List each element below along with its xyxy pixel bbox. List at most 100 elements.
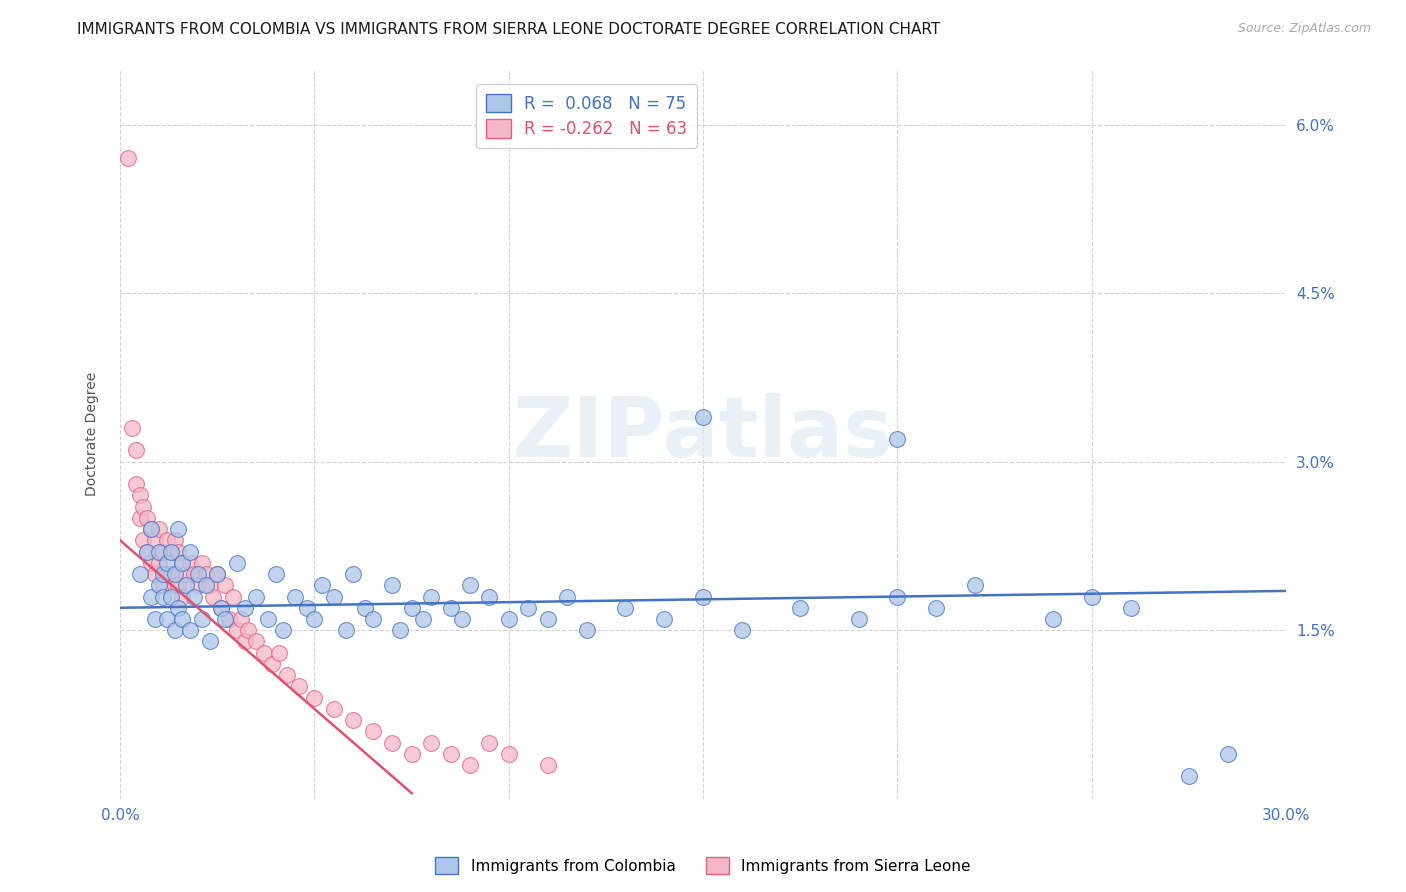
- Point: [692, 409, 714, 424]
- Point: [412, 612, 434, 626]
- Point: [233, 634, 256, 648]
- Point: [121, 421, 143, 435]
- Point: [311, 578, 333, 592]
- Point: [222, 590, 245, 604]
- Point: [652, 612, 675, 626]
- Point: [245, 590, 267, 604]
- Text: ZIPatlas: ZIPatlas: [513, 393, 894, 475]
- Point: [537, 758, 560, 772]
- Point: [148, 522, 170, 536]
- Point: [163, 567, 186, 582]
- Point: [148, 544, 170, 558]
- Point: [125, 477, 148, 491]
- Point: [537, 612, 560, 626]
- Point: [179, 544, 201, 558]
- Point: [575, 624, 598, 638]
- Point: [163, 578, 186, 592]
- Point: [692, 590, 714, 604]
- Point: [159, 544, 181, 558]
- Point: [335, 624, 357, 638]
- Point: [420, 735, 443, 749]
- Point: [1119, 600, 1142, 615]
- Point: [202, 590, 225, 604]
- Point: [132, 533, 155, 548]
- Point: [141, 522, 163, 536]
- Point: [117, 152, 139, 166]
- Point: [789, 600, 811, 615]
- Point: [183, 590, 205, 604]
- Point: [225, 624, 247, 638]
- Point: [214, 612, 236, 626]
- Point: [361, 612, 384, 626]
- Text: Source: ZipAtlas.com: Source: ZipAtlas.com: [1237, 22, 1371, 36]
- Point: [925, 600, 948, 615]
- Point: [179, 556, 201, 570]
- Point: [401, 600, 423, 615]
- Point: [141, 556, 163, 570]
- Point: [614, 600, 637, 615]
- Point: [458, 578, 481, 592]
- Point: [273, 624, 295, 638]
- Point: [342, 567, 364, 582]
- Point: [156, 567, 179, 582]
- Point: [381, 578, 404, 592]
- Point: [132, 500, 155, 514]
- Y-axis label: Doctorate Degree: Doctorate Degree: [86, 371, 100, 496]
- Point: [304, 612, 326, 626]
- Point: [167, 522, 190, 536]
- Point: [848, 612, 870, 626]
- Point: [190, 556, 212, 570]
- Point: [152, 578, 174, 592]
- Point: [214, 578, 236, 592]
- Point: [125, 443, 148, 458]
- Text: IMMIGRANTS FROM COLOMBIA VS IMMIGRANTS FROM SIERRA LEONE DOCTORATE DEGREE CORREL: IMMIGRANTS FROM COLOMBIA VS IMMIGRANTS F…: [77, 22, 941, 37]
- Point: [163, 533, 186, 548]
- Point: [361, 724, 384, 739]
- Point: [233, 600, 256, 615]
- Point: [187, 567, 209, 582]
- Point: [159, 590, 181, 604]
- Point: [152, 567, 174, 582]
- Point: [295, 600, 318, 615]
- Point: [174, 567, 197, 582]
- Point: [498, 612, 520, 626]
- Point: [156, 533, 179, 548]
- Point: [172, 556, 194, 570]
- Point: [253, 646, 276, 660]
- Point: [187, 578, 209, 592]
- Point: [167, 578, 190, 592]
- Point: [209, 600, 232, 615]
- Point: [1178, 769, 1201, 783]
- Point: [172, 556, 194, 570]
- Point: [1042, 612, 1064, 626]
- Point: [159, 567, 181, 582]
- Legend: Immigrants from Colombia, Immigrants from Sierra Leone: Immigrants from Colombia, Immigrants fro…: [429, 851, 977, 880]
- Point: [458, 758, 481, 772]
- Point: [141, 590, 163, 604]
- Point: [1081, 590, 1104, 604]
- Point: [555, 590, 578, 604]
- Point: [288, 680, 311, 694]
- Point: [245, 634, 267, 648]
- Point: [128, 488, 150, 502]
- Point: [269, 646, 291, 660]
- Point: [143, 533, 166, 548]
- Point: [209, 600, 232, 615]
- Point: [451, 612, 474, 626]
- Point: [276, 668, 298, 682]
- Point: [143, 567, 166, 582]
- Point: [159, 544, 181, 558]
- Point: [264, 567, 287, 582]
- Point: [886, 590, 908, 604]
- Point: [152, 590, 174, 604]
- Point: [401, 747, 423, 761]
- Point: [174, 578, 197, 592]
- Point: [194, 578, 217, 592]
- Point: [156, 612, 179, 626]
- Point: [388, 624, 411, 638]
- Point: [498, 747, 520, 761]
- Point: [136, 544, 159, 558]
- Point: [260, 657, 283, 671]
- Point: [172, 590, 194, 604]
- Point: [420, 590, 443, 604]
